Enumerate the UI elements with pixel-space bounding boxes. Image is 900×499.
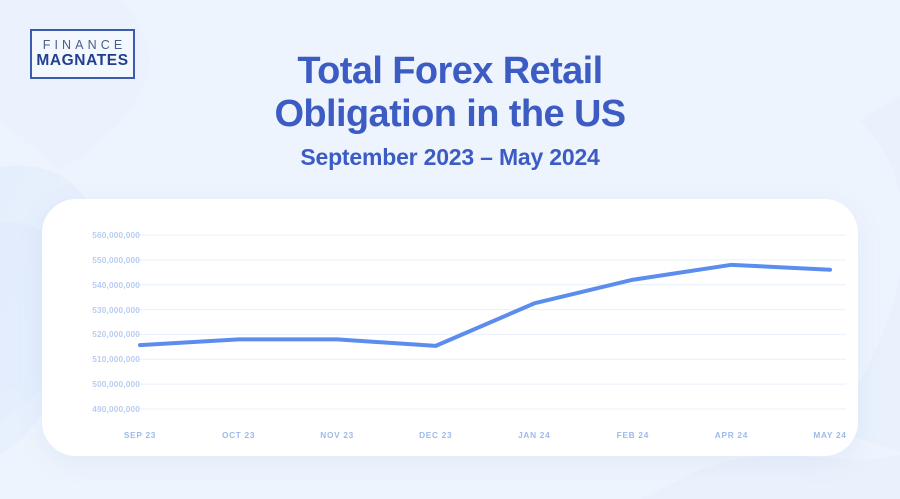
x-axis-tick-label: SEP 23 bbox=[123, 430, 157, 440]
x-axis-tick-label: NOV 23 bbox=[320, 430, 354, 440]
y-axis-tick-label: 530,000,000 bbox=[92, 304, 140, 315]
series-line bbox=[138, 262, 832, 348]
y-axis-tick-label: 490,000,000 bbox=[92, 404, 140, 414]
y-axis: 560,000,000 550,000,000 540,000,000 530,000… bbox=[62, 199, 140, 456]
x-axis: SEP 23 OCT 23 NOV 23 DEC 23 JAN 24 FEB 24 APR … bbox=[42, 199, 858, 456]
chart-card: 560,000,000 550,000,000 540,000,000 530,000… bbox=[42, 199, 858, 456]
x-axis-tick-label: FEB 24 bbox=[616, 430, 650, 440]
x-axis-tick-label: OCT 23 bbox=[221, 430, 256, 440]
line-chart: 560,000,000 550,000,000 540,000,000 530,000… bbox=[42, 199, 858, 456]
page-title-line-1: Total Forex Retail bbox=[297, 50, 603, 92]
page-title-line-2: Obligation in the US bbox=[274, 92, 626, 135]
y-axis-tick-label: 510,000,000 bbox=[92, 354, 140, 365]
y-axis-tick-label: 540,000,000 bbox=[92, 279, 140, 290]
chart-gridlines bbox=[134, 234, 846, 410]
x-axis-tick-label: JAN 24 bbox=[518, 430, 551, 440]
x-axis-tick-label: DEC 23 bbox=[419, 430, 453, 440]
page-title: Total Forex Retail Obligation in the US bbox=[0, 50, 900, 135]
y-axis-tick-label: 500,000,000 bbox=[92, 379, 140, 390]
y-axis-tick-label: 560,000,000 bbox=[92, 230, 140, 240]
y-axis-tick-label: 550,000,000 bbox=[92, 254, 140, 265]
page-subtitle: September 2023 – May 2024 bbox=[300, 144, 600, 171]
page-heading: Total Forex Retail Obligation in the US … bbox=[0, 50, 900, 171]
logo-line-magnates: MAGNATES bbox=[36, 52, 129, 70]
y-axis-tick-label: 520,000,000 bbox=[92, 329, 140, 340]
chart-series-line bbox=[138, 262, 832, 348]
finance-magnates-logo: FINANCE MAGNATES bbox=[30, 29, 135, 79]
logo-line-finance: FINANCE bbox=[42, 37, 127, 52]
x-axis-tick-label: MAY 24 bbox=[813, 430, 847, 440]
x-axis-tick-label: APR 24 bbox=[714, 430, 749, 440]
